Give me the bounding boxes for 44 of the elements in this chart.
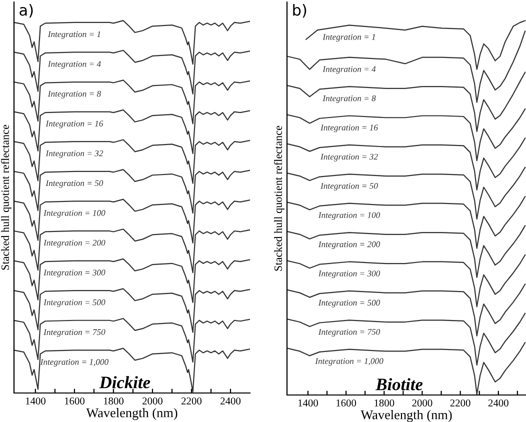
x-tick-label: 1800 [104, 397, 124, 404]
series-label: Integration = 1 [322, 34, 375, 42]
x-tick-label: 1400 [298, 399, 318, 406]
text: a) [20, 4, 33, 18]
series-label: Integration = 1,000 [40, 359, 108, 367]
series-label: Integration = 300 [44, 270, 106, 278]
series-label: Integration = 4 [322, 66, 376, 74]
x-tick-label: 1400 [26, 397, 46, 404]
x-tick-label: 1600 [336, 399, 356, 406]
series-label: Integration = 1,000 [315, 358, 384, 366]
series-label: Integration = 750 [318, 328, 380, 337]
series-label: Integration = 100 [44, 210, 106, 218]
series-label: Integration = 16 [46, 120, 104, 128]
y-axis-title: Stacked hull quotient reflectance [274, 126, 284, 271]
series-label: Integration = 50 [320, 182, 378, 191]
series-label: Integration = 32 [320, 154, 378, 162]
x-tick-label: 2000 [412, 399, 432, 406]
x-tick-label: 2200 [450, 399, 470, 406]
y-axis-title: Stacked hull quotient reflectance [1, 124, 12, 270]
x-axis-title: Wavelength (nm) [86, 408, 178, 420]
series-label: Integration = 500 [318, 300, 380, 308]
x-tick-label: 1800 [374, 399, 394, 406]
series-label: Integration = 16 [320, 124, 378, 132]
series-label: Integration = 50 [46, 180, 104, 188]
annotation: Biotite [376, 378, 423, 390]
series-label: Integration = 100 [318, 212, 380, 220]
series-label: Integration = 200 [318, 241, 380, 249]
series-label: Integration = 750 [44, 329, 106, 337]
x-tick-label: 2000 [142, 397, 162, 404]
series-label: Integration = 4 [48, 61, 101, 69]
text: b) [293, 4, 306, 18]
x-tick-label: 2200 [182, 397, 202, 404]
series-label: Integration = 1 [48, 31, 100, 39]
series-label: Integration = 500 [44, 299, 106, 307]
x-axis-title: Wavelength (nm) [360, 410, 452, 422]
series-label: Integration = 200 [44, 240, 106, 248]
series-label: Integration = 32 [46, 150, 104, 158]
series-label: Integration = 8 [322, 95, 376, 103]
series-label: Integration = 8 [48, 90, 101, 98]
series-label: Integration = 300 [318, 270, 380, 278]
x-tick-label: 2400 [488, 399, 508, 406]
annotation: Dickite [99, 376, 150, 388]
x-tick-label: 2400 [220, 397, 241, 404]
x-tick-label: 1600 [64, 397, 84, 404]
